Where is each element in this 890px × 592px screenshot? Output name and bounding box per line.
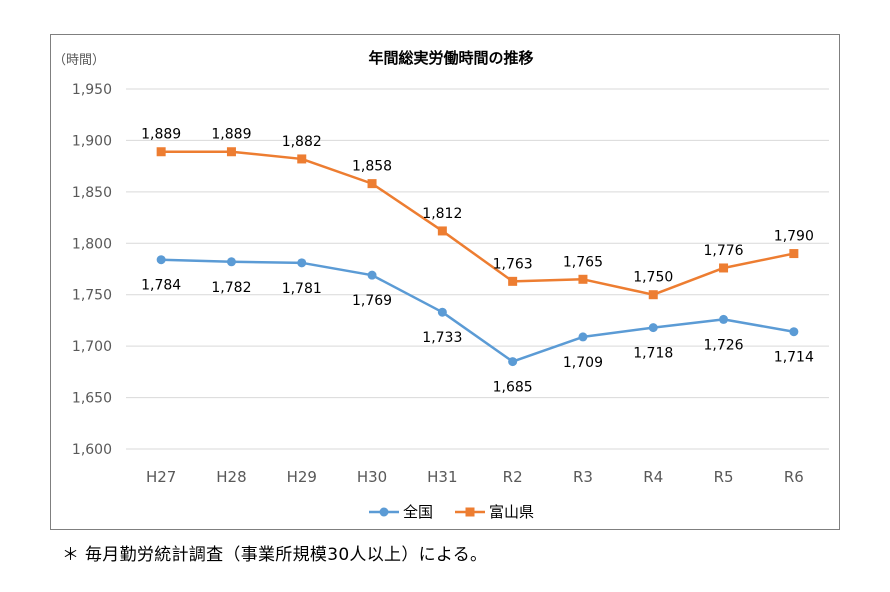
series-0-point-H29 (297, 258, 307, 268)
legend: 全国 富山県 (369, 503, 534, 521)
series-group (156, 147, 799, 367)
chart-frame: 年間総実労働時間の推移 （時間） 1,600 1,650 1,700 1,750 1,8… (50, 34, 840, 530)
series-1-point-R6 (789, 249, 799, 259)
y-axis-tick-labels: 1,600 1,650 1,700 1,750 1,800 1,850 1,900 1,950 (72, 82, 112, 458)
legend-label-1: 富山県 (489, 503, 534, 521)
series-0-point-R6 (789, 327, 799, 337)
x-tick-label-H30: H30 (357, 468, 387, 486)
data-label-1-H30: 1,858 (352, 159, 392, 175)
data-label-0-H31: 1,733 (422, 330, 462, 346)
data-label-0-R4: 1,718 (633, 346, 673, 362)
series-0-point-R4 (648, 323, 658, 333)
series-line-1 (161, 150, 795, 296)
series-0-point-H28 (226, 257, 236, 267)
series-1-point-H30 (367, 179, 377, 189)
line-chart: 年間総実労働時間の推移 （時間） 1,600 1,650 1,700 1,750 1,8… (53, 49, 829, 521)
series-1-point-R3 (578, 274, 588, 284)
x-tick-label-R4: R4 (643, 468, 663, 486)
series-1-point-R4 (648, 290, 658, 300)
y-tick-label-1950: 1,950 (72, 82, 112, 98)
series-1-point-H27 (156, 147, 166, 157)
data-label-0-R3: 1,709 (563, 355, 603, 371)
chart-title: 年間総実労働時間の推移 (368, 49, 533, 67)
y-tick-label-1800: 1,800 (72, 236, 112, 252)
data-label-0-R6: 1,714 (774, 350, 814, 366)
y-tick-label-1850: 1,850 (72, 185, 112, 201)
series-0-point-R3 (578, 332, 588, 342)
data-label-0-H27: 1,784 (141, 278, 181, 294)
series-line-0 (161, 258, 795, 363)
data-label-1-H29: 1,882 (282, 134, 322, 150)
x-axis-tick-labels: H27 H28 H29 H30 H31 R2 R3 R4 R5 R6 (146, 468, 804, 486)
y-tick-label-1700: 1,700 (72, 339, 112, 355)
series-0-point-H30 (367, 270, 377, 280)
y-axis-unit-label: （時間） (53, 53, 105, 68)
gridlines (126, 88, 829, 450)
y-tick-label-1600: 1,600 (72, 442, 112, 458)
x-tick-label-H29: H29 (287, 468, 317, 486)
data-label-0-H28: 1,782 (211, 280, 251, 296)
y-tick-label-1900: 1,900 (72, 133, 112, 149)
series-1-point-H29 (297, 154, 307, 164)
data-label-1-R3: 1,765 (563, 254, 603, 270)
series-1-point-R5 (719, 263, 729, 273)
data-labels: 1,784 1,782 1,781 1,769 1,733 1,685 1,709 1,718… (141, 127, 814, 396)
series-0-point-R2 (508, 357, 518, 367)
x-tick-label-H27: H27 (146, 468, 176, 486)
y-tick-label-1750: 1,750 (72, 288, 112, 304)
x-tick-label-H28: H28 (216, 468, 246, 486)
data-label-1-H28: 1,889 (211, 127, 251, 143)
legend-label-0: 全国 (403, 503, 433, 521)
data-label-1-R5: 1,776 (704, 243, 744, 259)
series-0-point-R5 (719, 314, 729, 324)
series-1-point-R2 (508, 276, 518, 286)
x-tick-label-R5: R5 (714, 468, 734, 486)
series-1-point-H28 (226, 147, 236, 157)
data-label-1-R2: 1,763 (493, 256, 533, 272)
x-tick-label-R6: R6 (784, 468, 804, 486)
data-label-1-H31: 1,812 (422, 206, 462, 222)
x-tick-label-R2: R2 (503, 468, 523, 486)
footnote: ＊ 毎月勤労統計調査（事業所規模30人以上）による。 (62, 545, 488, 565)
data-label-1-H27: 1,889 (141, 127, 181, 143)
data-label-1-R6: 1,790 (774, 229, 814, 245)
data-label-0-H29: 1,781 (282, 281, 322, 297)
x-tick-label-R3: R3 (573, 468, 593, 486)
data-label-0-H30: 1,769 (352, 293, 392, 309)
legend-marker-0 (379, 507, 389, 517)
data-label-0-R5: 1,726 (704, 337, 744, 353)
x-tick-label-H31: H31 (427, 468, 457, 486)
series-1-point-H31 (437, 226, 447, 236)
series-0-point-H31 (437, 307, 447, 317)
y-tick-label-1650: 1,650 (72, 391, 112, 407)
data-label-0-R2: 1,685 (493, 380, 533, 396)
series-0-point-H27 (156, 255, 166, 265)
legend-marker-1 (465, 507, 475, 517)
data-label-1-R4: 1,750 (633, 270, 673, 286)
